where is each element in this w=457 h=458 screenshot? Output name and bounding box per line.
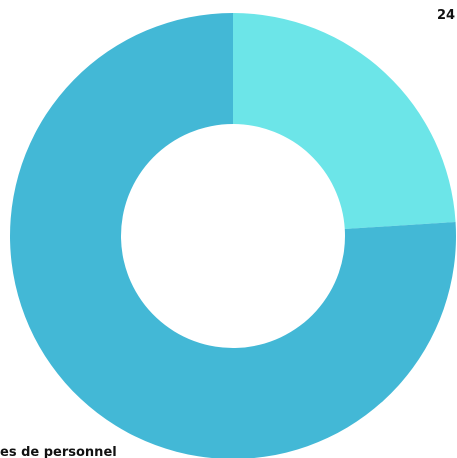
donut-slice [10,13,456,458]
category-label: es de personnel [0,445,117,458]
donut-slice [233,13,456,229]
value-label: 24 [437,8,455,23]
